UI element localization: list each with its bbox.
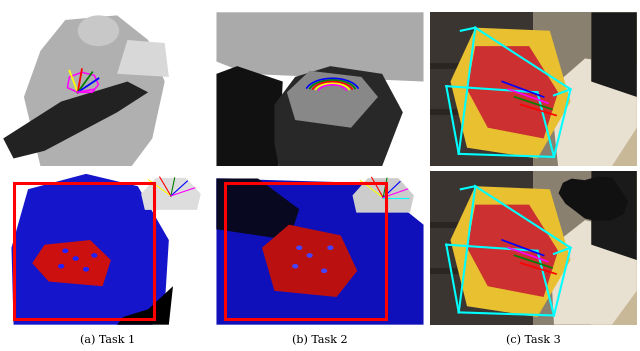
Polygon shape xyxy=(287,71,378,128)
Polygon shape xyxy=(591,171,637,260)
Polygon shape xyxy=(429,171,533,325)
Polygon shape xyxy=(591,171,637,325)
Polygon shape xyxy=(429,109,533,115)
Polygon shape xyxy=(467,46,558,139)
Ellipse shape xyxy=(296,245,303,250)
Text: (b) Task 2: (b) Task 2 xyxy=(292,336,348,346)
Ellipse shape xyxy=(307,253,313,258)
Ellipse shape xyxy=(62,249,68,253)
Polygon shape xyxy=(262,225,357,297)
Text: (c) Task 3: (c) Task 3 xyxy=(506,336,561,346)
Polygon shape xyxy=(451,186,570,317)
Polygon shape xyxy=(429,12,533,166)
Polygon shape xyxy=(117,40,169,77)
Bar xyxy=(13,183,154,318)
Polygon shape xyxy=(117,286,173,325)
Polygon shape xyxy=(32,240,111,286)
Text: (a) Task 1: (a) Task 1 xyxy=(80,336,135,346)
Polygon shape xyxy=(216,178,424,325)
Polygon shape xyxy=(591,12,637,166)
Ellipse shape xyxy=(292,264,298,269)
Polygon shape xyxy=(429,221,533,228)
Polygon shape xyxy=(591,12,637,97)
Polygon shape xyxy=(429,12,637,166)
Ellipse shape xyxy=(327,245,333,250)
Polygon shape xyxy=(3,81,148,159)
Ellipse shape xyxy=(92,253,97,258)
Polygon shape xyxy=(216,66,283,166)
Polygon shape xyxy=(429,63,533,69)
Polygon shape xyxy=(429,268,533,274)
Polygon shape xyxy=(550,59,637,166)
Ellipse shape xyxy=(72,256,79,261)
Ellipse shape xyxy=(321,269,327,273)
Polygon shape xyxy=(429,171,637,325)
Polygon shape xyxy=(216,178,300,240)
Polygon shape xyxy=(451,28,570,159)
Polygon shape xyxy=(24,15,164,166)
Ellipse shape xyxy=(77,15,119,46)
Polygon shape xyxy=(550,220,637,325)
Polygon shape xyxy=(467,205,558,297)
Polygon shape xyxy=(12,174,169,325)
Ellipse shape xyxy=(58,264,64,269)
Bar xyxy=(225,183,387,318)
Polygon shape xyxy=(216,12,424,81)
Polygon shape xyxy=(275,66,403,166)
Ellipse shape xyxy=(83,267,89,272)
